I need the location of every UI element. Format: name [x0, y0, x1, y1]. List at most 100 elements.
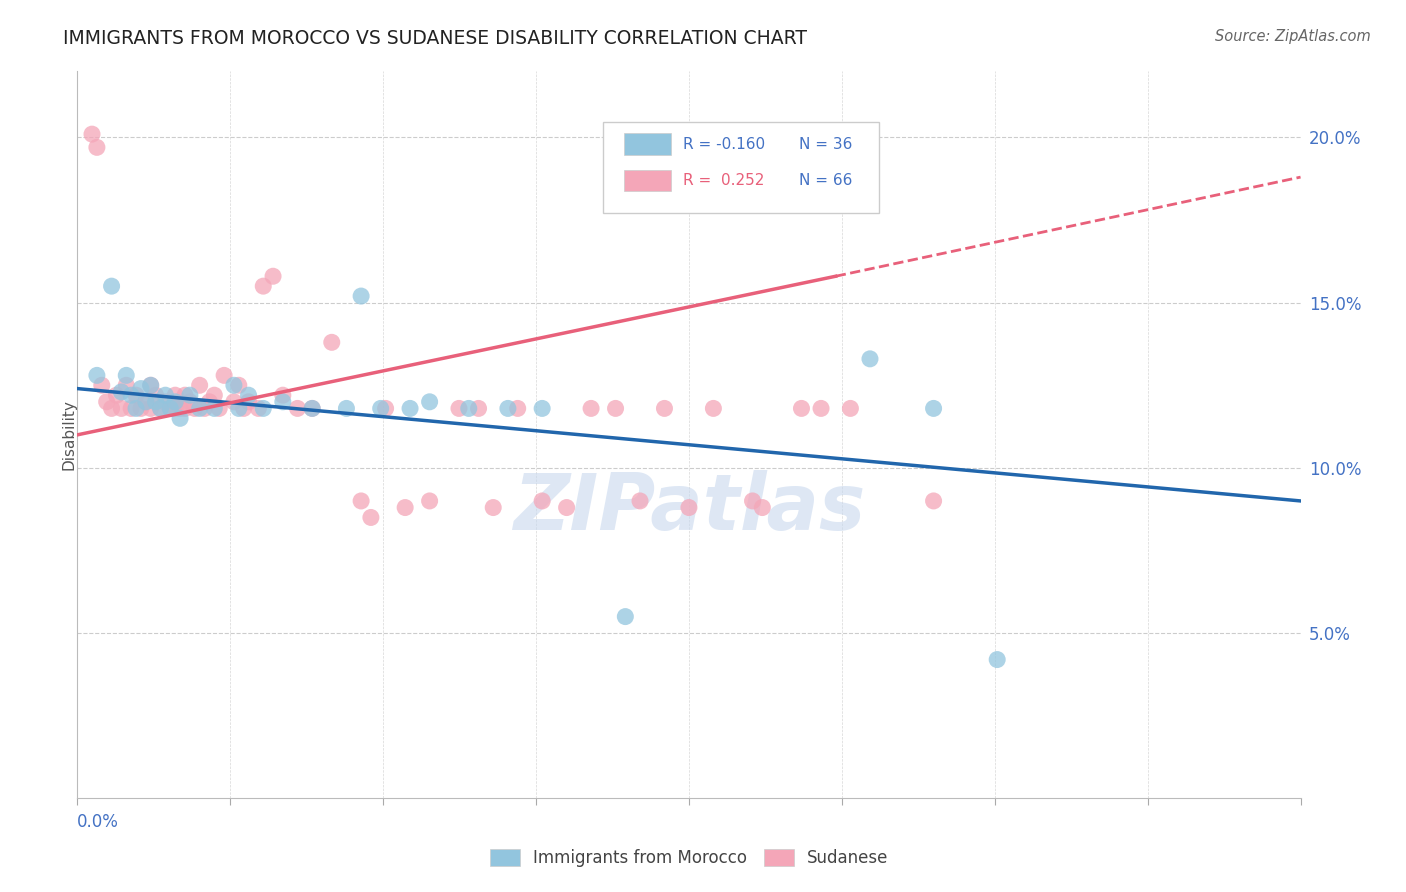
Point: [247, 401, 270, 416]
Text: N = 36: N = 36: [799, 136, 852, 152]
Point: [790, 401, 813, 416]
FancyBboxPatch shape: [624, 133, 671, 155]
Point: [139, 378, 162, 392]
Text: R = -0.160: R = -0.160: [683, 136, 765, 152]
Point: [531, 401, 554, 416]
Point: [129, 401, 152, 416]
Point: [482, 500, 505, 515]
Point: [86, 368, 108, 383]
Point: [605, 401, 627, 416]
Point: [105, 388, 128, 402]
Point: [702, 401, 724, 416]
Point: [839, 401, 862, 416]
Point: [506, 401, 529, 416]
Point: [654, 401, 676, 416]
Point: [208, 401, 231, 416]
Point: [120, 401, 142, 416]
Point: [115, 368, 138, 383]
Point: [579, 401, 602, 416]
Point: [922, 401, 945, 416]
Point: [159, 401, 181, 416]
Point: [222, 394, 245, 409]
Point: [149, 401, 172, 416]
Point: [228, 401, 250, 416]
Point: [125, 401, 148, 416]
Point: [96, 394, 118, 409]
Point: [100, 401, 122, 416]
Text: 0.0%: 0.0%: [77, 813, 120, 830]
Point: [287, 401, 309, 416]
Point: [198, 394, 221, 409]
Point: [90, 378, 112, 392]
Point: [129, 382, 152, 396]
Point: [301, 401, 323, 416]
Point: [350, 494, 373, 508]
Point: [360, 510, 382, 524]
Legend: Immigrants from Morocco, Sudanese: Immigrants from Morocco, Sudanese: [482, 842, 896, 873]
Text: IMMIGRANTS FROM MOROCCO VS SUDANESE DISABILITY CORRELATION CHART: IMMIGRANTS FROM MOROCCO VS SUDANESE DISA…: [63, 29, 807, 47]
Point: [169, 401, 191, 416]
Point: [859, 147, 882, 161]
Point: [678, 500, 700, 515]
Point: [188, 378, 211, 392]
Point: [179, 394, 201, 409]
Text: ZIPatlas: ZIPatlas: [513, 469, 865, 546]
Point: [301, 401, 323, 416]
Point: [202, 401, 225, 416]
Point: [184, 401, 207, 416]
Point: [110, 384, 132, 399]
Y-axis label: Disability: Disability: [62, 400, 76, 470]
Point: [741, 494, 763, 508]
Point: [531, 494, 554, 508]
Point: [135, 394, 157, 409]
Point: [125, 388, 148, 402]
Point: [145, 388, 167, 402]
Point: [447, 401, 470, 416]
FancyBboxPatch shape: [603, 122, 879, 213]
Point: [169, 411, 191, 425]
Point: [399, 401, 422, 416]
Point: [165, 394, 187, 409]
Point: [238, 394, 260, 409]
Point: [165, 388, 187, 402]
Point: [321, 335, 343, 350]
Point: [193, 401, 215, 416]
Point: [80, 127, 103, 141]
Point: [751, 500, 773, 515]
Point: [467, 401, 489, 416]
Point: [145, 394, 167, 409]
Text: Source: ZipAtlas.com: Source: ZipAtlas.com: [1215, 29, 1371, 44]
Point: [174, 388, 197, 402]
Point: [115, 378, 138, 392]
Point: [212, 368, 235, 383]
Point: [139, 378, 162, 392]
Point: [155, 394, 177, 409]
FancyBboxPatch shape: [624, 169, 671, 191]
Point: [350, 289, 373, 303]
Point: [419, 394, 441, 409]
Point: [374, 401, 396, 416]
Point: [179, 388, 201, 402]
Point: [86, 140, 108, 154]
Point: [100, 279, 122, 293]
Point: [496, 401, 519, 416]
Point: [110, 401, 132, 416]
Point: [222, 378, 245, 392]
Text: N = 66: N = 66: [799, 173, 852, 188]
Point: [238, 388, 260, 402]
Point: [986, 652, 1008, 666]
Point: [159, 401, 181, 416]
Point: [335, 401, 357, 416]
Point: [271, 394, 294, 409]
Point: [370, 401, 392, 416]
Point: [174, 401, 197, 416]
Point: [252, 279, 274, 293]
Point: [614, 609, 637, 624]
Point: [188, 401, 211, 416]
Point: [810, 401, 832, 416]
Point: [228, 378, 250, 392]
Point: [252, 401, 274, 416]
Point: [155, 388, 177, 402]
Point: [555, 500, 578, 515]
Point: [232, 401, 254, 416]
